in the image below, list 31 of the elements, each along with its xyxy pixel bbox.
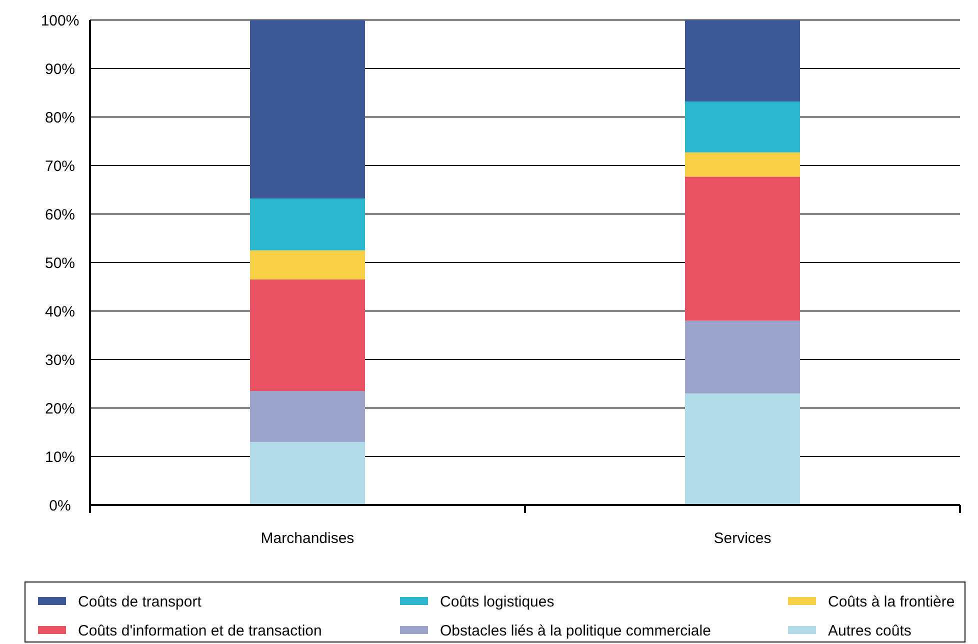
y-tick-label: 70% <box>44 158 76 175</box>
y-tick-label: 100% <box>40 12 80 30</box>
legend-label: Obstacles liés à la politique commerciale <box>440 622 711 640</box>
bar <box>685 152 800 177</box>
y-tick-label: 90% <box>44 60 76 78</box>
bar <box>685 20 800 102</box>
legend-label: Coûts à la frontière <box>828 593 955 610</box>
bar <box>250 279 365 392</box>
bar <box>250 198 365 250</box>
y-tick-label: 30% <box>44 352 76 369</box>
y-tick-label: 50% <box>44 254 76 272</box>
y-tick-label: 60% <box>44 206 76 224</box>
y-tick-label: 80% <box>44 109 76 126</box>
bar <box>685 176 800 321</box>
x-tick-label: Marchandises <box>260 530 354 547</box>
legend-label: Coûts logistiques <box>440 593 554 610</box>
bar <box>685 320 800 394</box>
legend-label: Coûts de transport <box>78 593 202 610</box>
y-tick-label: 20% <box>44 400 76 418</box>
bar <box>250 250 365 280</box>
y-tick-label: 0% <box>49 497 71 514</box>
legend-label: Autres coûts <box>828 622 912 640</box>
bar <box>250 20 365 198</box>
legend-label: Coûts d'information et de transaction <box>78 622 322 640</box>
y-tick-label: 40% <box>44 303 76 320</box>
bar <box>250 391 365 442</box>
bar <box>685 393 800 505</box>
bar <box>685 101 800 152</box>
bar <box>250 442 365 505</box>
y-tick-label: 10% <box>44 448 76 466</box>
x-tick-label: Services <box>714 530 772 547</box>
